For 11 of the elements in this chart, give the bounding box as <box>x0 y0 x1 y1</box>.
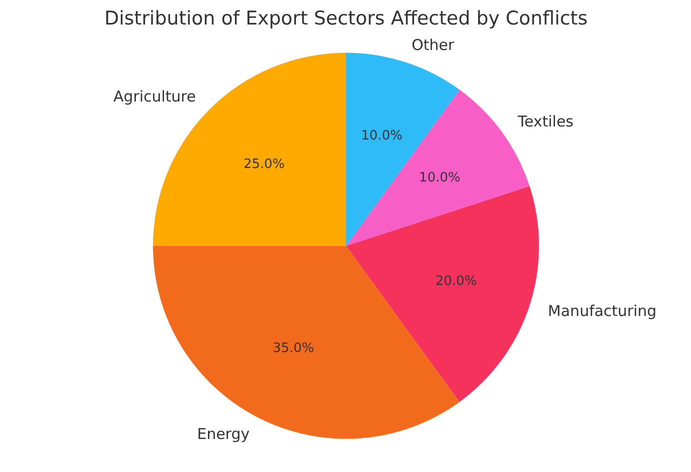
chart-title: Distribution of Export Sectors Affected by Conflicts <box>104 8 588 30</box>
data-label: 10.0% <box>419 170 460 186</box>
slice-label: Agriculture <box>113 87 196 106</box>
data-label: 20.0% <box>435 274 477 289</box>
slice-label: Textiles <box>516 112 574 131</box>
data-label: 35.0% <box>272 341 314 356</box>
slice-label: Energy <box>197 425 250 444</box>
data-label: 25.0% <box>243 156 285 172</box>
slice-label: Other <box>412 36 456 54</box>
slice-label: Manufacturing <box>548 302 657 320</box>
data-label: 10.0% <box>361 128 402 144</box>
